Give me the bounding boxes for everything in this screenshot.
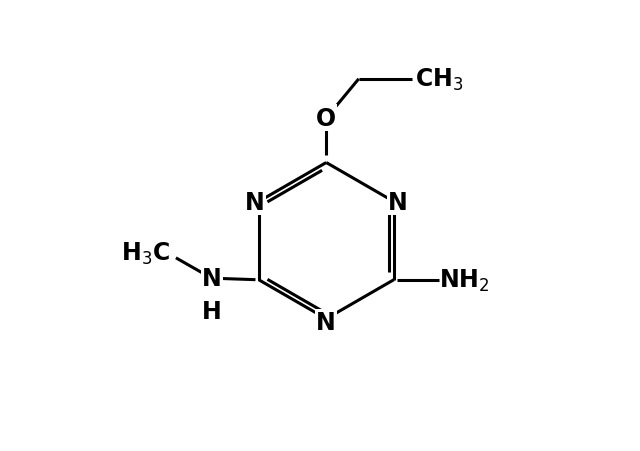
Text: N: N — [202, 267, 221, 291]
Text: O: O — [316, 106, 336, 130]
Text: CH$_3$: CH$_3$ — [415, 67, 463, 92]
Text: N: N — [388, 190, 408, 214]
Text: H: H — [202, 299, 221, 323]
Text: H$_3$C: H$_3$C — [121, 240, 170, 267]
Text: N: N — [316, 310, 336, 334]
Text: NH$_2$: NH$_2$ — [439, 267, 489, 293]
Text: N: N — [245, 190, 265, 214]
